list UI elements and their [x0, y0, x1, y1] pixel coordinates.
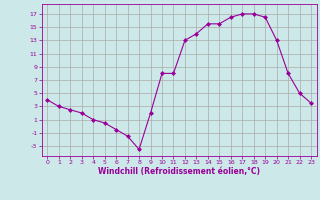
- X-axis label: Windchill (Refroidissement éolien,°C): Windchill (Refroidissement éolien,°C): [98, 167, 260, 176]
